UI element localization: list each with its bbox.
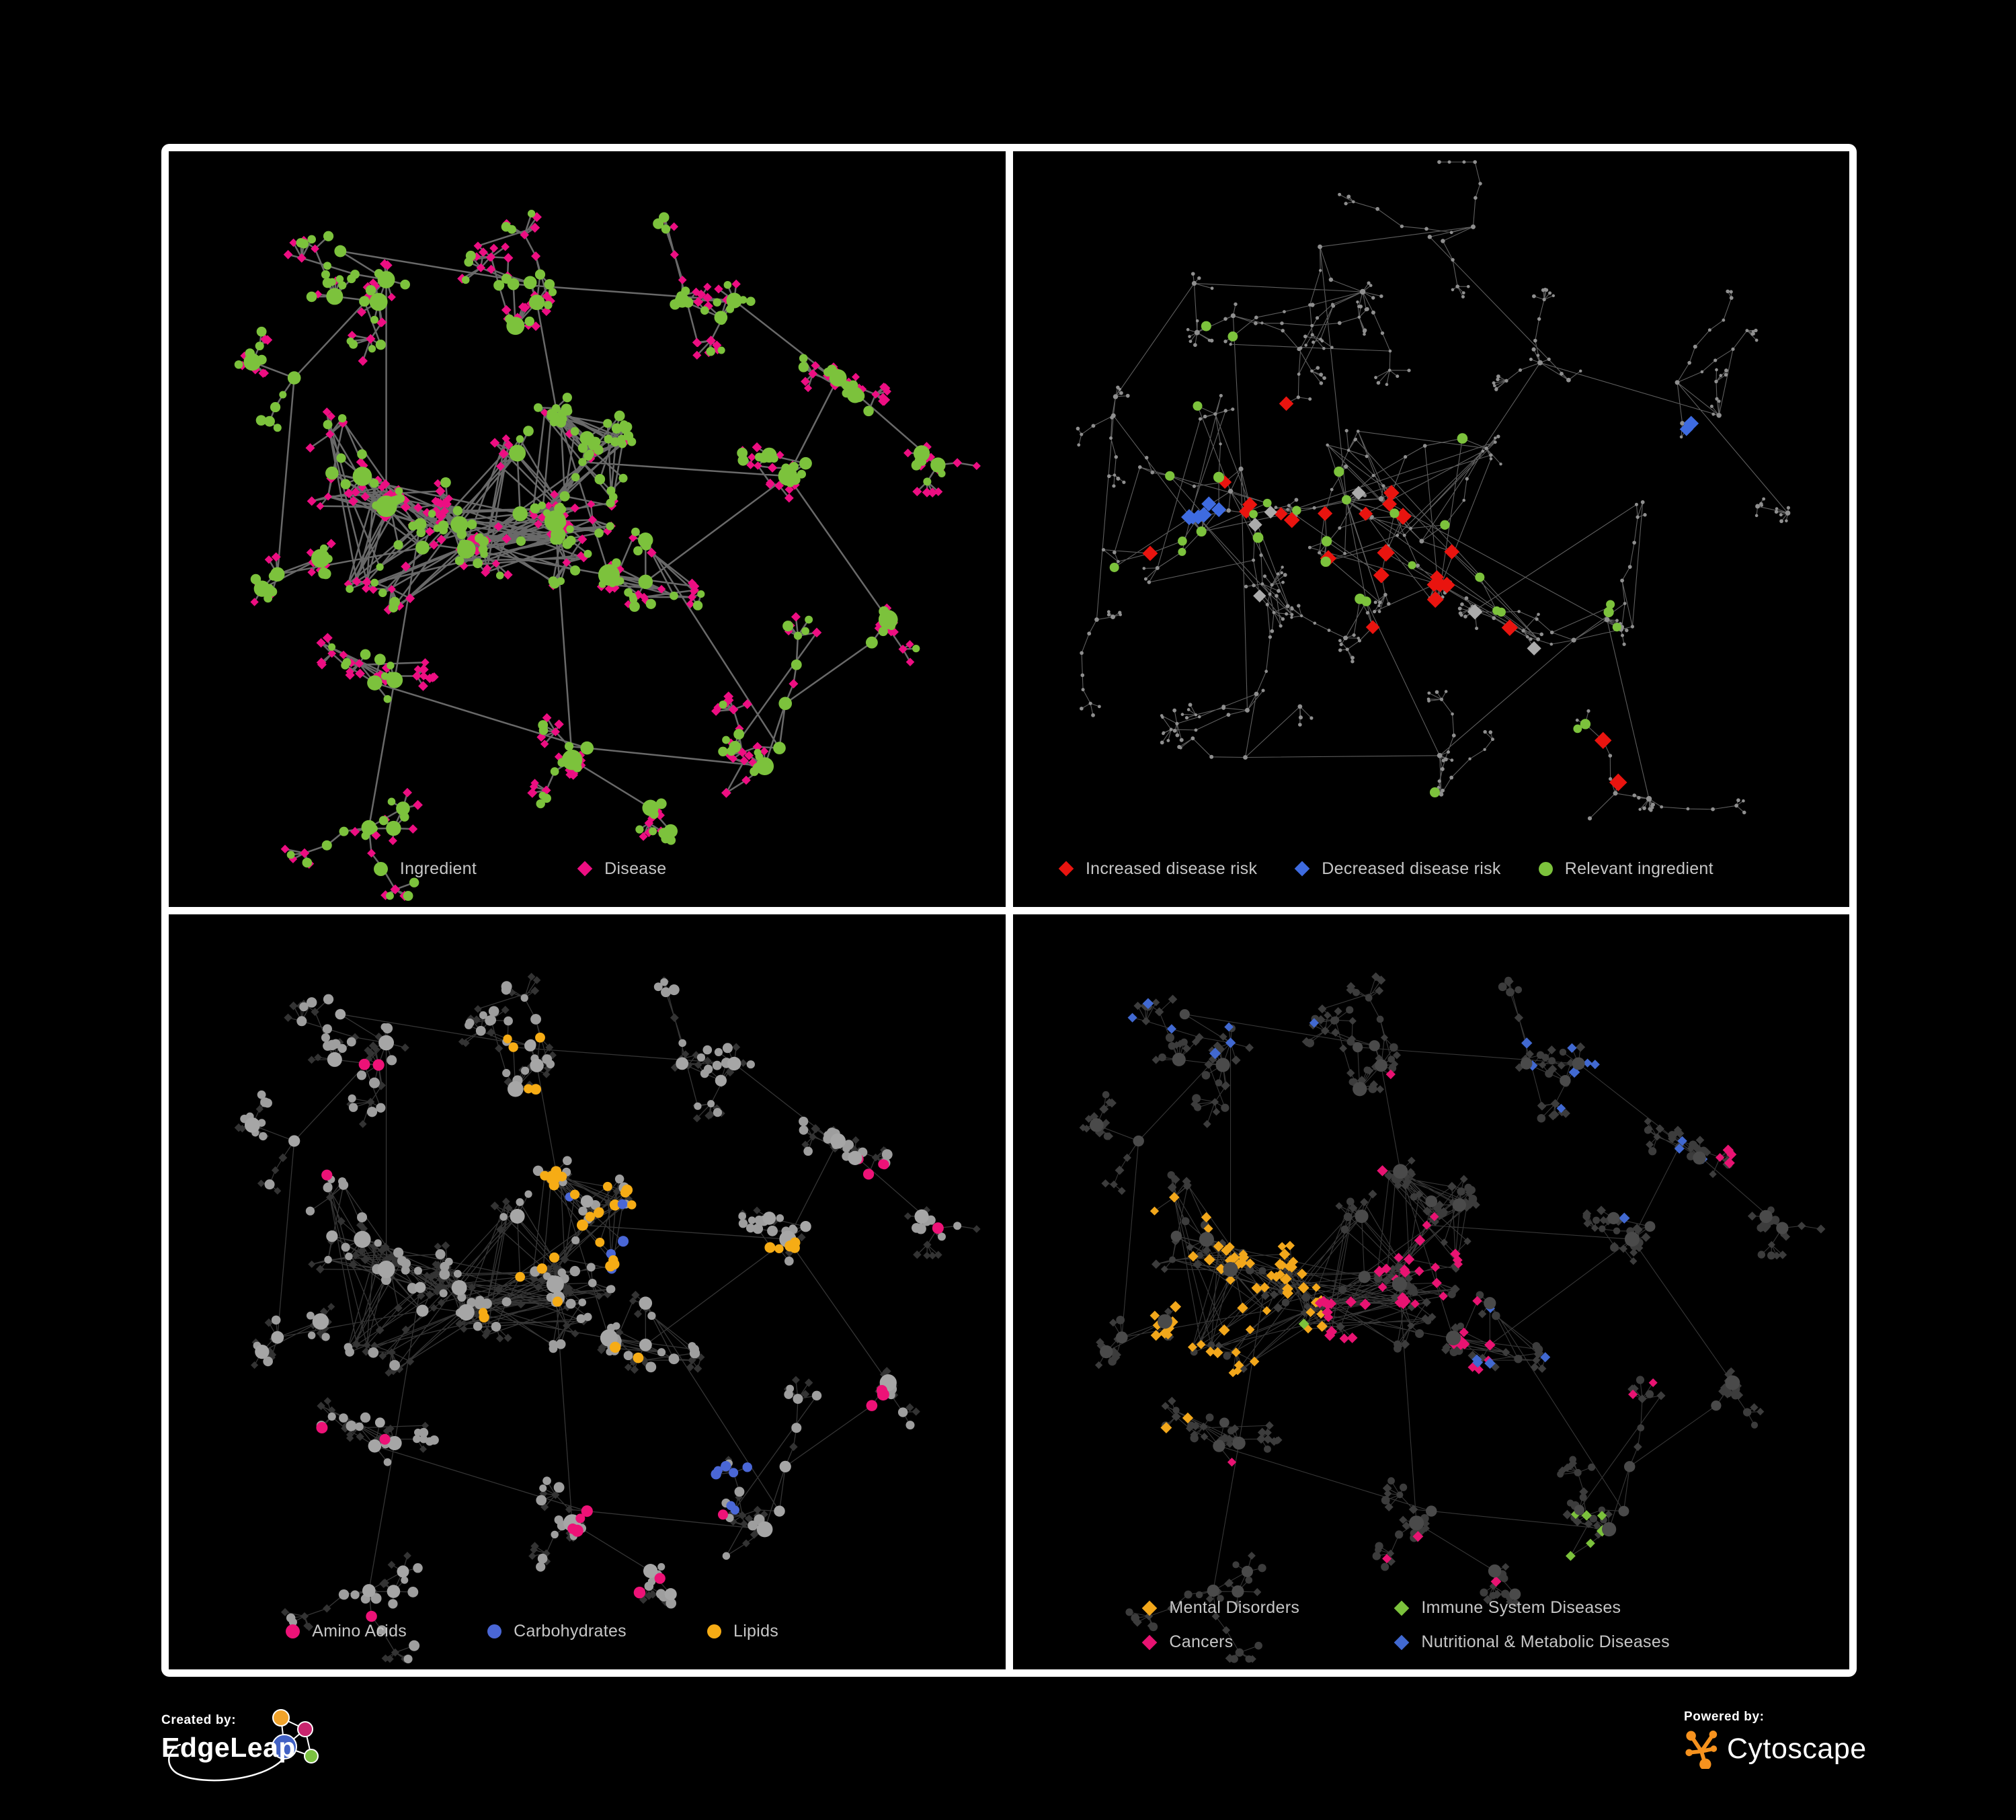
legend-label: Cancers <box>1169 1632 1234 1651</box>
legend-marker-diamond <box>1142 1600 1158 1616</box>
edgeleap-node-blue <box>272 1734 297 1759</box>
figure-grid: Ingredient Disease Increased disease risk… <box>161 144 1857 1677</box>
cytoscape-logo <box>1685 1731 1718 1769</box>
legend-item: Amino Acids <box>286 1622 407 1641</box>
legend-marker-circle <box>707 1624 721 1638</box>
network-disease-classes <box>1079 972 1825 1663</box>
panel-disease-classes: Mental Disorders Immune System Diseases Ca… <box>1012 914 1849 1669</box>
legend-marker-diamond <box>577 861 593 877</box>
legend-label: Immune System Diseases <box>1421 1598 1621 1617</box>
legend-marker-circle <box>373 861 388 876</box>
legend-label: Decreased disease risk <box>1322 859 1501 878</box>
legend-item: Nutritional & Metabolic Diseases <box>1394 1632 1670 1652</box>
legend-item: Lipids <box>707 1622 778 1641</box>
legend-label: Carbohydrates <box>514 1622 627 1640</box>
legend-item: Decreased disease risk <box>1294 859 1501 879</box>
legend-item: Relevant ingredient <box>1538 859 1713 879</box>
legend-item: Disease <box>577 859 666 879</box>
legend-label: Increased disease risk <box>1085 859 1258 878</box>
edgeleap-name: EdgeLeap <box>161 1732 296 1763</box>
network-biochemical-classes <box>234 972 981 1663</box>
legend-marker-diamond <box>1294 861 1310 877</box>
panel-disease-risk: Increased disease risk Decreased disease … <box>1012 151 1849 907</box>
edgeleap-node-green <box>304 1749 319 1764</box>
edgeleap-node-magenta <box>297 1721 313 1737</box>
legend-item: Carbohydrates <box>487 1622 627 1641</box>
legend-marker-diamond <box>1058 861 1074 877</box>
edgeleap-node-orange <box>272 1709 290 1727</box>
legend-disease-risk: Increased disease risk Decreased disease … <box>1058 859 1713 879</box>
legend-label: Disease <box>604 859 667 878</box>
panel-biochemical-classes: Amino Acids Carbohydrates Lipids <box>169 914 1006 1669</box>
legend-label: Ingredient <box>399 859 477 878</box>
created-by-label: Created by: <box>161 1713 237 1727</box>
legend-label: Amino Acids <box>312 1622 407 1640</box>
legend-item: Cancers <box>1142 1632 1394 1652</box>
legend-label: Lipids <box>733 1622 779 1640</box>
legend-marker-circle <box>1538 861 1553 876</box>
legend-label: Relevant ingredient <box>1564 859 1713 878</box>
cytoscape-branding: Powered by: Cytoscape <box>1684 1710 1886 1769</box>
powered-by-label: Powered by: <box>1684 1710 1765 1724</box>
legend-biochemical-classes: Amino Acids Carbohydrates Lipids <box>286 1622 778 1641</box>
cytoscape-name: Cytoscape <box>1727 1732 1867 1765</box>
legend-item: Mental Disorders <box>1142 1598 1394 1618</box>
legend-ingredient-disease: Ingredient Disease <box>373 859 667 879</box>
legend-item: Immune System Diseases <box>1394 1598 1669 1618</box>
legend-marker-diamond <box>1142 1634 1158 1650</box>
edgeleap-logo <box>168 1709 319 1782</box>
legend-item: Ingredient <box>373 859 477 879</box>
panel-ingredient-disease: Ingredient Disease <box>169 151 1006 907</box>
legend-disease-classes: Mental Disorders Immune System Diseases Ca… <box>1142 1598 1670 1652</box>
edgeleap-branding: Created by: EdgeLeap <box>161 1706 417 1820</box>
legend-item: Increased disease risk <box>1058 859 1258 879</box>
edgeleap-swoosh <box>168 1743 288 1782</box>
legend-marker-diamond <box>1394 1600 1410 1616</box>
legend-label: Mental Disorders <box>1169 1598 1300 1617</box>
network-ingredient-disease <box>234 210 981 901</box>
legend-marker-circle <box>487 1624 502 1638</box>
network-disease-risk <box>1076 160 1790 821</box>
legend-marker-diamond <box>1394 1634 1410 1650</box>
legend-marker-circle <box>286 1624 300 1638</box>
legend-label: Nutritional & Metabolic Diseases <box>1421 1632 1670 1651</box>
